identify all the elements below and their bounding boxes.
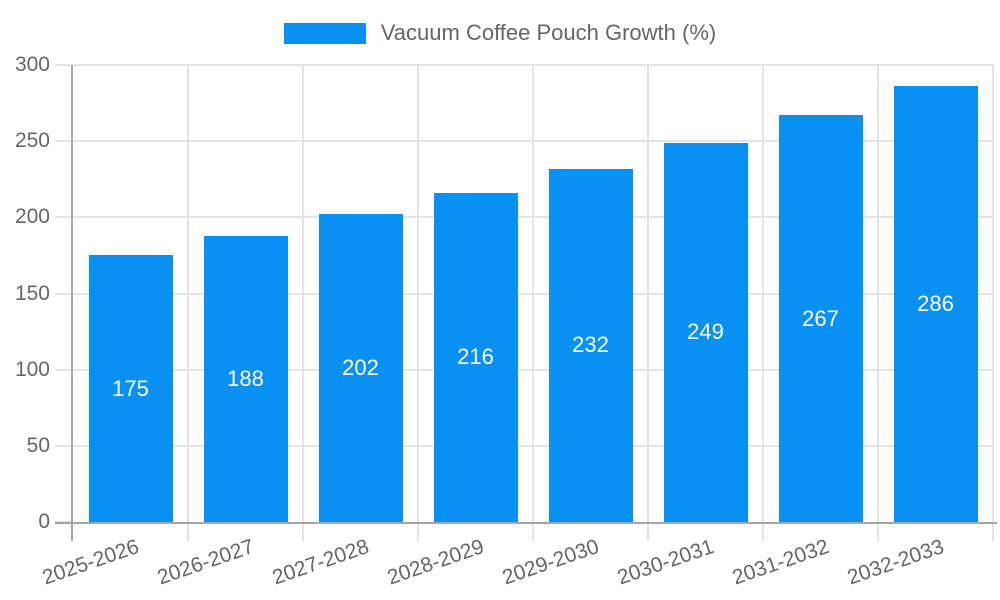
x-tick-label: 2032-2033	[844, 535, 947, 590]
y-axis-tick	[55, 64, 73, 66]
bar-value-label: 232	[572, 332, 609, 358]
x-tick-label: 2026-2027	[154, 535, 257, 590]
bar[interactable]: 267	[778, 115, 863, 522]
gridline-vertical	[647, 65, 649, 522]
bar[interactable]: 188	[203, 235, 288, 522]
bar-value-label: 202	[342, 355, 379, 381]
x-axis-tick	[647, 522, 649, 541]
y-tick-label: 100	[14, 357, 50, 381]
x-axis-tick	[762, 522, 764, 541]
bar[interactable]: 286	[893, 86, 978, 522]
y-axis-tick	[55, 292, 73, 295]
x-tick-label: 2031-2032	[729, 535, 832, 590]
x-axis-tick	[302, 522, 304, 541]
x-tick-label: 2025-2026	[39, 535, 142, 590]
y-tick-label: 0	[38, 510, 50, 533]
y-tick-label: 300	[14, 53, 50, 76]
gridline-vertical	[992, 65, 994, 522]
gridline-vertical	[302, 65, 304, 522]
legend[interactable]: Vacuum Coffee Pouch Growth (%)	[0, 21, 1000, 45]
x-tick-label: 2030-2031	[614, 535, 717, 590]
x-axis-tick	[877, 522, 879, 541]
gridline-vertical	[532, 65, 534, 522]
bar[interactable]: 202	[318, 214, 403, 522]
y-axis-tick	[55, 444, 73, 447]
y-axis-tick	[55, 368, 73, 371]
bar-value-label: 175	[112, 375, 149, 401]
bar[interactable]: 175	[88, 255, 173, 522]
x-tick-label: 2027-2028	[269, 535, 372, 590]
y-tick-label: 50	[26, 433, 50, 457]
bar[interactable]: 232	[548, 168, 633, 522]
gridline-vertical	[762, 65, 764, 522]
bar-value-label: 286	[917, 291, 954, 317]
y-axis-tick	[55, 140, 73, 143]
bar[interactable]: 216	[433, 192, 518, 522]
x-axis-tick	[532, 522, 534, 541]
bar-value-label: 249	[687, 319, 724, 345]
gridline-vertical	[417, 65, 419, 522]
y-tick-label: 200	[14, 205, 50, 229]
bar-value-label: 267	[802, 305, 839, 331]
legend-swatch	[283, 22, 366, 44]
x-tick-label: 2028-2029	[384, 535, 487, 590]
legend-label: Vacuum Coffee Pouch Growth (%)	[380, 20, 717, 45]
bar[interactable]: 249	[663, 142, 748, 522]
gridline-vertical	[187, 65, 189, 522]
bar-value-label: 216	[457, 344, 494, 370]
y-axis-line	[71, 65, 73, 541]
x-axis-tick	[187, 522, 189, 541]
x-axis-line	[55, 522, 997, 524]
x-axis-tick	[417, 522, 419, 541]
gridline-vertical	[877, 65, 879, 522]
x-axis-tick	[992, 522, 994, 541]
y-tick-label: 150	[14, 281, 50, 305]
y-tick-label: 250	[14, 129, 50, 153]
bar-value-label: 188	[227, 365, 264, 391]
x-tick-label: 2029-2030	[499, 535, 602, 590]
y-axis-tick	[55, 216, 73, 219]
